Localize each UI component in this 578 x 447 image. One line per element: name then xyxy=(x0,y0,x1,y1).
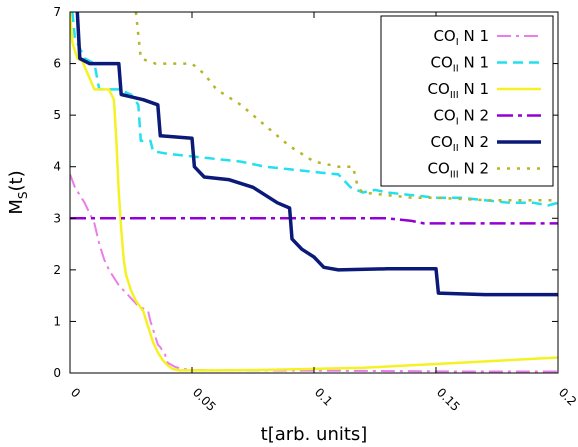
y-tick-label: 0 xyxy=(53,366,61,380)
legend-label: COI N 1 xyxy=(433,27,489,48)
y-tick-label: 7 xyxy=(53,5,61,19)
y-tick-label: 1 xyxy=(53,314,61,328)
y-tick-label: 4 xyxy=(53,160,61,174)
series-line-3 xyxy=(70,12,558,372)
legend-label: COIII N 1 xyxy=(428,80,489,101)
x-tick-label: 0.05 xyxy=(190,385,219,414)
series-line-1 xyxy=(70,174,558,373)
x-axis-label: t[arb. units] xyxy=(261,424,368,445)
legend-box xyxy=(380,15,554,187)
y-tick-label: 6 xyxy=(53,57,61,71)
y-axis-label-main: M xyxy=(6,199,27,215)
y-tick-label: 5 xyxy=(53,108,61,122)
y-axis-label-sub: S xyxy=(16,191,30,199)
series-layer xyxy=(70,12,558,373)
legend-label: COII N 1 xyxy=(431,54,490,75)
x-tick-label: 0.1 xyxy=(312,385,335,408)
legend-label: COII N 2 xyxy=(431,133,490,154)
series-line-4 xyxy=(70,217,558,225)
y-axis-label-tail: (t) xyxy=(6,170,27,191)
series-line-5 xyxy=(75,12,558,297)
legend-label: COI N 2 xyxy=(433,107,489,128)
y-tick-label: 3 xyxy=(53,211,61,225)
x-tick-label: 0.15 xyxy=(434,385,463,414)
legend-label: COIII N 2 xyxy=(428,160,489,181)
x-tick-label: 0 xyxy=(68,385,83,400)
y-axis-label: MS(t) xyxy=(6,170,30,214)
x-tick-label: 0.2 xyxy=(556,385,578,408)
legend: COI N 1 COII N 1 COIII N 1 COI N 2 COII N 2 C… xyxy=(380,15,554,187)
y-tick-label: 2 xyxy=(53,263,61,277)
